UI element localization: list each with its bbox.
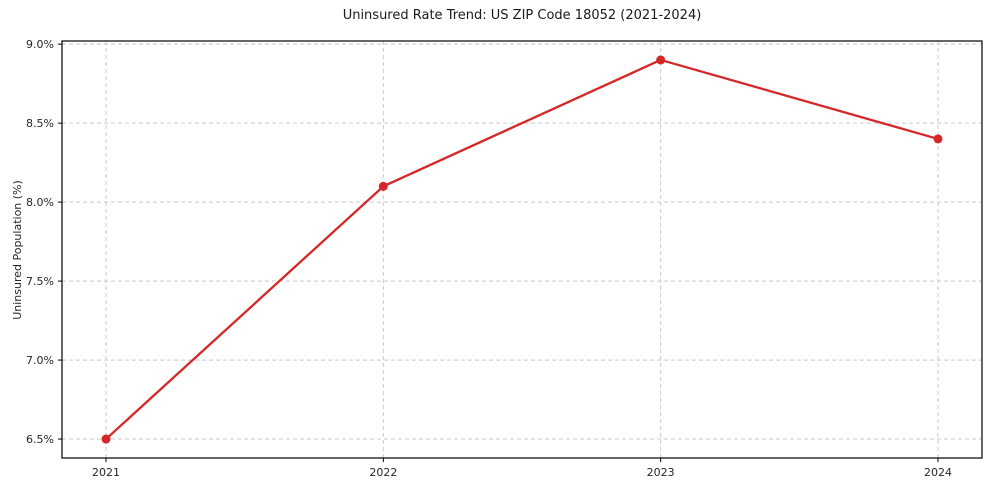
x-tick-label: 2024 <box>924 466 952 479</box>
y-tick-label: 8.0% <box>26 196 54 209</box>
x-tick-label: 2023 <box>647 466 675 479</box>
data-point <box>933 134 943 144</box>
data-point <box>656 55 666 65</box>
data-point <box>101 434 111 444</box>
y-tick-label: 9.0% <box>26 38 54 51</box>
y-tick-label: 8.5% <box>26 117 54 130</box>
y-tick-label: 6.5% <box>26 433 54 446</box>
x-tick-label: 2021 <box>92 466 120 479</box>
plot-border <box>61 40 983 459</box>
data-point <box>378 181 388 191</box>
x-tick-label: 2022 <box>369 466 397 479</box>
y-tick-label: 7.5% <box>26 275 54 288</box>
trend-line <box>104 58 940 441</box>
chart-title: Uninsured Rate Trend: US ZIP Code 18052 … <box>342 8 702 23</box>
y-tick-label: 7.0% <box>26 354 54 367</box>
